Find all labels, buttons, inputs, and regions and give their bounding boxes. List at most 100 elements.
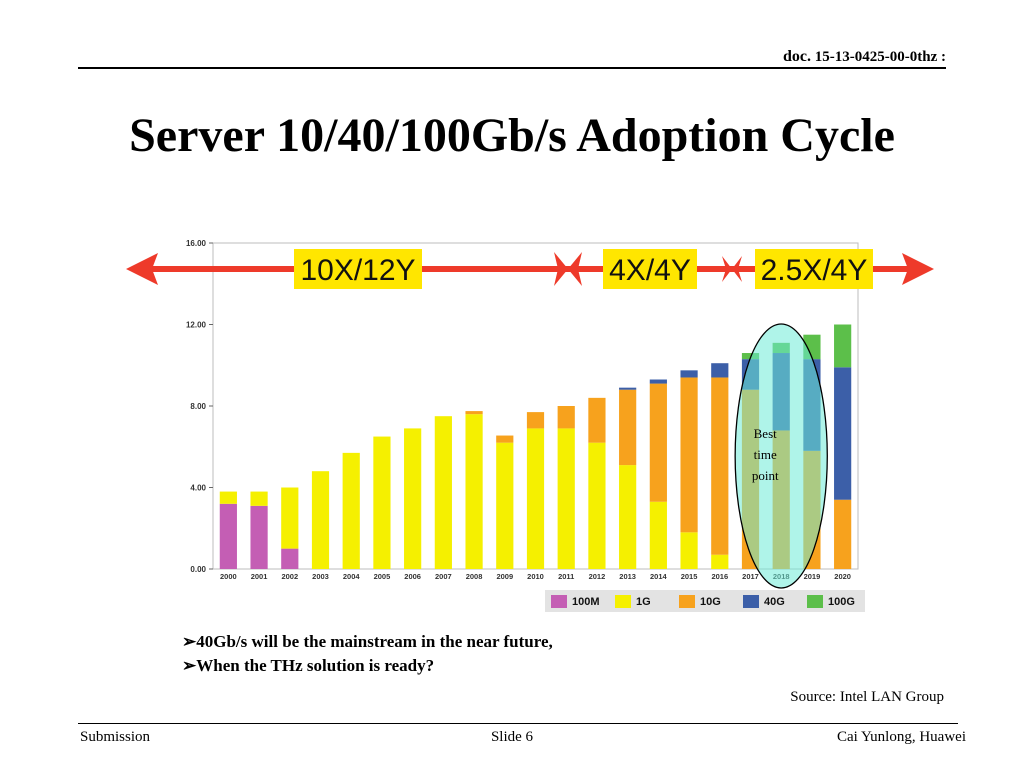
source-note: Source: Intel LAN Group <box>790 689 944 705</box>
slide-title: Server 10/40/100Gb/s Adoption Cycle <box>129 109 895 162</box>
bar-10g-2013 <box>619 389 637 466</box>
bullet-item: ➢When the THz solution is ready? <box>182 654 553 678</box>
x-tick-label: 2016 <box>711 572 728 581</box>
annotation-text: Best <box>754 426 778 441</box>
x-tick-label: 2003 <box>312 572 329 581</box>
bar-1g-2013 <box>619 465 637 569</box>
bar-1g-2003 <box>311 471 330 569</box>
phase-label: 10X/12Y <box>300 254 415 287</box>
bar-1g-2008 <box>465 414 483 569</box>
legend-swatch-100m <box>551 595 567 608</box>
x-tick-label: 2000 <box>220 572 237 581</box>
bar-1g-2015 <box>680 532 698 569</box>
bar-1g-2012 <box>588 442 606 569</box>
x-tick-label: 2015 <box>681 572 698 581</box>
footer-submission: Submission <box>80 729 151 745</box>
bar-1g-2002 <box>281 487 299 549</box>
highlight-ellipse <box>734 323 828 589</box>
x-tick-label: 2017 <box>742 572 759 581</box>
bar-1g-2001 <box>250 491 268 506</box>
arrow-right-head <box>902 253 934 285</box>
phase-box <box>294 249 422 289</box>
phase-marker <box>554 252 582 286</box>
bar-1g-2007 <box>434 416 452 569</box>
bar-40g-2020 <box>834 367 852 500</box>
y-tick-label: 4.00 <box>190 484 206 493</box>
phase-label: 4X/4Y <box>609 254 691 287</box>
legend-swatch-10g <box>679 595 695 608</box>
bullet-arrow-icon: ➢ <box>182 632 197 651</box>
y-tick-label: 16.00 <box>186 239 207 248</box>
bar-10g-2016 <box>711 377 729 555</box>
doc-number-label: doc. 15-13-0425-00-0thz : <box>783 48 946 66</box>
legend-label: 1G <box>636 596 651 608</box>
bar-1g-2000 <box>219 491 237 504</box>
x-tick-label: 2006 <box>404 572 421 581</box>
bar-1g-2005 <box>373 436 391 569</box>
legend-swatch-1g <box>615 595 631 608</box>
x-tick-label: 2020 <box>834 572 851 581</box>
bar-1g-2006 <box>404 428 422 569</box>
legend-swatch-100g <box>807 595 823 608</box>
bar-40g-2013 <box>619 387 637 390</box>
bar-100m-2000 <box>219 503 237 569</box>
bar-10g-2012 <box>588 397 606 443</box>
bar-10g-2008 <box>465 411 483 415</box>
bar-10g-2015 <box>680 377 698 533</box>
phase-box <box>603 249 697 289</box>
bullet-item: ➢40Gb/s will be the mainstream in the ne… <box>182 630 553 654</box>
legend-label: 40G <box>764 596 785 608</box>
legend-label: 100G <box>828 596 855 608</box>
bullet-list: ➢40Gb/s will be the mainstream in the ne… <box>182 630 553 678</box>
y-tick-label: 12.00 <box>186 321 207 330</box>
bar-10g-2009 <box>496 435 514 443</box>
bar-10g-2010 <box>526 412 545 429</box>
annotation-text: point <box>752 468 779 483</box>
legend-swatch-40g <box>743 595 759 608</box>
bar-100m-2002 <box>281 548 299 569</box>
x-tick-label: 2007 <box>435 572 452 581</box>
bullet-arrow-icon: ➢ <box>182 656 197 675</box>
x-tick-label: 2002 <box>281 572 298 581</box>
x-tick-label: 2012 <box>589 572 606 581</box>
bar-10g-2011 <box>557 406 575 429</box>
bar-1g-2010 <box>526 428 545 569</box>
x-tick-label: 2004 <box>343 572 361 581</box>
bar-1g-2016 <box>711 554 729 569</box>
x-tick-label: 2009 <box>496 572 513 581</box>
legend-label: 100M <box>572 596 600 608</box>
bar-1g-2009 <box>496 442 514 569</box>
footer-slide-number: Slide 6 <box>490 729 534 745</box>
doc-number: 15-13-0425-00-0thz : <box>814 49 946 65</box>
phase-label: 2.5X/4Y <box>761 254 868 287</box>
phase-box <box>755 249 873 289</box>
y-tick-label: 8.00 <box>190 402 206 411</box>
bar-100g-2020 <box>834 324 852 368</box>
bar-10g-2020 <box>834 499 852 569</box>
x-tick-label: 2008 <box>466 572 483 581</box>
bar-100m-2001 <box>250 505 268 569</box>
bar-1g-2014 <box>649 501 667 569</box>
adoption-chart: 0.00 4.00 8.00 12.00 16.00 2000 2001 2002 2003 20… <box>126 239 934 612</box>
y-tick-label: 0.00 <box>190 565 206 574</box>
x-tick-label: 2013 <box>619 572 636 581</box>
bar-40g-2015 <box>680 370 698 378</box>
bar-1g-2011 <box>557 428 575 569</box>
legend-label: 10G <box>700 596 721 608</box>
x-tick-label: 2014 <box>650 572 668 581</box>
header-rule <box>78 67 946 69</box>
bar-10g-2014 <box>649 383 667 502</box>
x-tick-label: 2019 <box>804 572 821 581</box>
bar-40g-2014 <box>649 379 667 384</box>
doc-prefix: doc. <box>783 48 812 65</box>
footer-author: Cai Yunlong, Huawei <box>836 729 966 745</box>
bar-40g-2016 <box>711 363 729 378</box>
footer-rule <box>78 723 958 724</box>
arrow-left-head <box>126 253 158 285</box>
x-tick-label: 2010 <box>527 572 544 581</box>
phase-marker <box>722 256 742 282</box>
x-tick-label: 2011 <box>558 572 574 581</box>
bullet-text: 40Gb/s will be the mainstream in the nea… <box>196 632 553 651</box>
annotation-text: time <box>754 447 777 462</box>
x-tick-label: 2001 <box>251 572 268 581</box>
